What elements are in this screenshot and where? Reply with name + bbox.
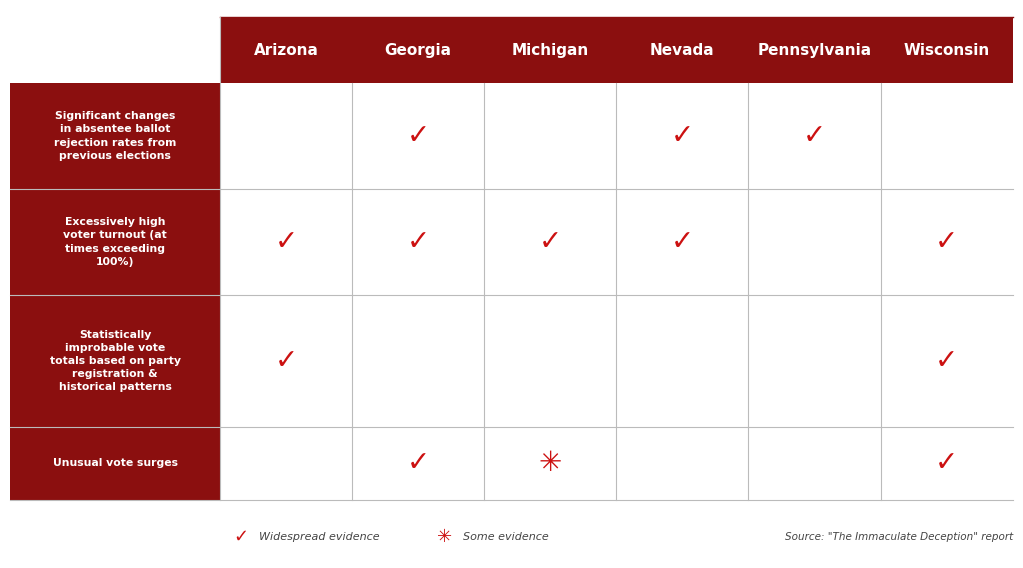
Text: ✓: ✓	[274, 228, 298, 256]
Text: Widespread evidence: Widespread evidence	[259, 532, 380, 542]
Bar	[10, 295, 220, 427]
Text: ✓: ✓	[935, 449, 959, 478]
Text: Georgia: Georgia	[385, 43, 451, 57]
Bar	[220, 17, 1013, 83]
Bar	[10, 189, 220, 295]
Text: ✓: ✓	[274, 347, 298, 375]
Text: ✓: ✓	[935, 228, 959, 256]
Bar	[220, 427, 1013, 500]
Text: Wisconsin: Wisconsin	[903, 43, 990, 57]
Bar	[220, 83, 1013, 189]
Text: Excessively high
voter turnout (at
times exceeding
100%): Excessively high voter turnout (at times…	[63, 217, 167, 267]
Text: ✳: ✳	[438, 528, 452, 546]
Text: ✓: ✓	[935, 347, 959, 375]
Text: Michigan: Michigan	[512, 43, 589, 57]
Bar	[220, 189, 1013, 295]
Text: ✓: ✓	[803, 122, 827, 150]
Text: ✳: ✳	[539, 449, 562, 478]
Text: ✓: ✓	[233, 528, 248, 546]
Bar	[10, 83, 220, 189]
Text: Source: "The Immaculate Deception" report: Source: "The Immaculate Deception" repor…	[785, 532, 1013, 542]
Text: ✓: ✓	[671, 228, 694, 256]
Text: ✓: ✓	[406, 228, 430, 256]
Text: Arizona: Arizona	[254, 43, 318, 57]
Text: Unusual vote surges: Unusual vote surges	[52, 458, 178, 469]
Bar	[10, 427, 220, 500]
Text: ✓: ✓	[539, 228, 562, 256]
Text: Significant changes
in absentee ballot
rejection rates from
previous elections: Significant changes in absentee ballot r…	[54, 111, 176, 161]
Text: Some evidence: Some evidence	[463, 532, 549, 542]
Text: ✓: ✓	[671, 122, 694, 150]
Bar	[220, 295, 1013, 427]
Text: Pennsylvania: Pennsylvania	[757, 43, 872, 57]
Text: Statistically
improbable vote
totals based on party
registration &
historical pa: Statistically improbable vote totals bas…	[49, 329, 181, 392]
Text: Nevada: Nevada	[650, 43, 715, 57]
Text: ✓: ✓	[406, 449, 430, 478]
Text: ✓: ✓	[406, 122, 430, 150]
